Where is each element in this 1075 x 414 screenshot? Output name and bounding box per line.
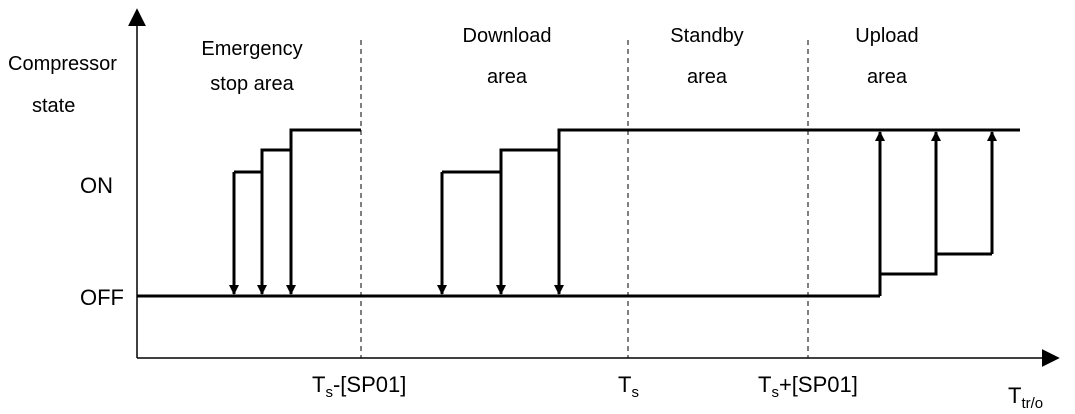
area-label-upload-line2: area xyxy=(867,66,908,88)
x-tick-ts-minus-rest: -[SP01] xyxy=(333,372,406,397)
x-tick-ts-plus-sp01: Ts+[SP01] xyxy=(758,372,858,401)
area-label-download-line1: Download xyxy=(463,25,552,47)
x-tick-ts-plus-rest: +[SP01] xyxy=(779,372,858,397)
download-staircase xyxy=(442,128,1020,174)
y-tick-on: ON xyxy=(80,173,113,198)
x-tick-ts-minus-sub: s xyxy=(325,384,333,401)
x-axis-title-sub: tr/o xyxy=(1021,395,1043,412)
x-tick-ts-plus-sub: s xyxy=(771,384,779,401)
area-label-emergency-line2: stop area xyxy=(210,73,294,95)
x-tick-ts-minus-main: T xyxy=(312,372,325,397)
x-tick-ts: Ts xyxy=(618,372,639,401)
x-tick-ts-main: T xyxy=(618,372,631,397)
area-label-standby-line2: area xyxy=(687,66,728,88)
y-axis-title-line1: Compressor xyxy=(8,53,117,75)
x-tick-ts-sub: s xyxy=(631,384,639,401)
x-axis-title-main: T xyxy=(1008,383,1021,408)
y-tick-off: OFF xyxy=(80,285,124,310)
upload-staircase xyxy=(878,252,992,296)
area-label-emergency-line1: Emergency xyxy=(201,38,302,60)
x-tick-ts-plus-main: T xyxy=(758,372,771,397)
x-axis-title: Ttr/o xyxy=(1008,383,1043,412)
area-label-download-line2: area xyxy=(487,66,528,88)
y-axis-title-line2: state xyxy=(32,95,75,117)
x-tick-ts-minus-sp01: Ts-[SP01] xyxy=(312,372,406,401)
area-label-standby-line1: Standby xyxy=(670,25,743,47)
area-label-upload-line1: Upload xyxy=(855,25,918,47)
emergency-staircase xyxy=(234,128,361,174)
